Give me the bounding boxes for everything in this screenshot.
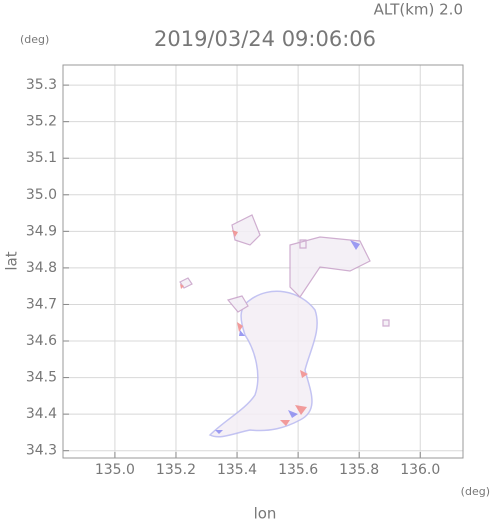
x-tick-label: 136.0	[400, 462, 440, 478]
y-tick-label: 34.9	[26, 223, 57, 239]
y-unit: (deg)	[20, 33, 49, 46]
y-tick-label: 34.4	[26, 406, 57, 422]
y-tick-label: 35.0	[26, 187, 57, 203]
x-tick-label: 135.8	[339, 462, 379, 478]
chart-title: 2019/03/24 09:06:06	[154, 27, 376, 51]
y-tick-label: 34.5	[26, 370, 57, 386]
y-tick-label: 34.8	[26, 260, 57, 276]
x-tick-label: 135.6	[278, 462, 318, 478]
y-tick-label: 35.1	[26, 150, 57, 166]
y-tick-label: 35.3	[26, 77, 57, 93]
x-unit: (deg)	[461, 485, 490, 498]
y-axis-label: lat	[3, 251, 21, 270]
x-tick-label: 135.4	[217, 462, 257, 478]
plot-frame	[62, 64, 464, 459]
x-tick-label: 135.0	[95, 462, 135, 478]
y-tick-label: 34.6	[26, 333, 57, 349]
altitude-label: ALT(km) 2.0	[374, 1, 463, 19]
y-tick-label: 35.2	[26, 114, 57, 130]
x-tick-label: 135.2	[156, 462, 196, 478]
radar-echo	[179, 214, 390, 438]
y-tick-label: 34.3	[26, 443, 57, 459]
y-tick-label: 34.7	[26, 296, 57, 312]
x-axis-label: lon	[254, 505, 277, 521]
